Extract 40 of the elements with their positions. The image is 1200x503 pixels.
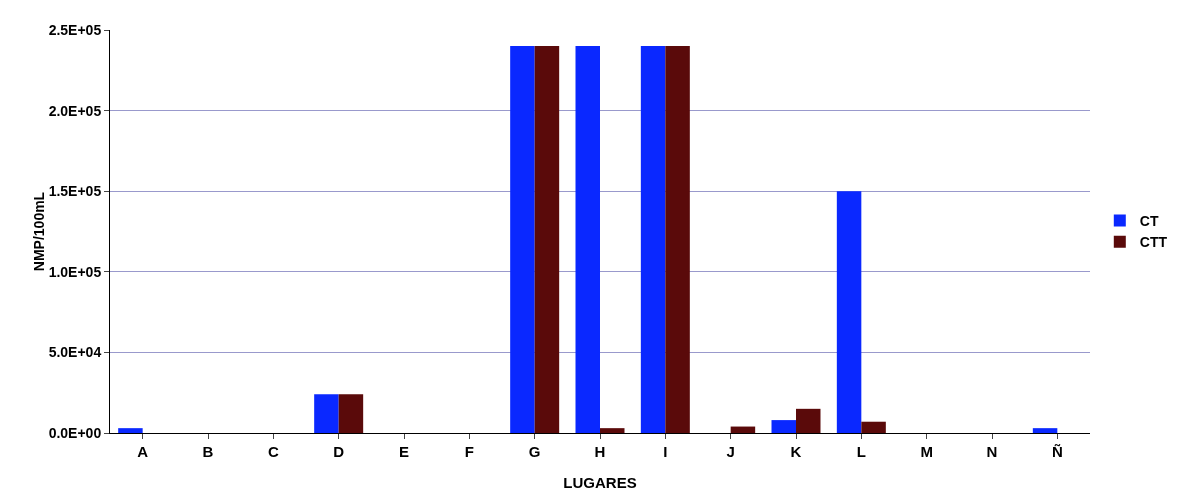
x-tick-label: A xyxy=(137,443,149,460)
bar xyxy=(575,46,600,433)
x-tick-label: G xyxy=(528,443,541,460)
bar xyxy=(640,46,666,433)
x-tick-label: C xyxy=(267,443,279,460)
x-tick-label: I xyxy=(663,443,668,460)
legend-label: CT xyxy=(1139,213,1159,230)
x-tick-label: J xyxy=(726,443,735,460)
y-tick-label: 1.5E+05 xyxy=(48,183,102,200)
y-tick-label: 2.5E+05 xyxy=(48,21,102,38)
x-tick-label: D xyxy=(333,443,345,460)
bar xyxy=(118,428,143,433)
bar xyxy=(665,46,690,433)
bar xyxy=(796,408,821,433)
x-axis-title: LUGARES xyxy=(563,474,637,491)
y-tick-label: 0.0E+00 xyxy=(48,424,102,441)
x-tick-label: H xyxy=(594,443,606,460)
bar xyxy=(338,394,364,433)
bar xyxy=(730,426,756,433)
y-tick-label: 1.0E+05 xyxy=(48,263,102,280)
bar xyxy=(510,46,535,433)
bar xyxy=(314,394,339,433)
bar xyxy=(534,46,560,433)
bar xyxy=(861,421,886,433)
bar xyxy=(1032,428,1058,433)
bar xyxy=(836,191,862,433)
x-tick-label: M xyxy=(920,443,933,460)
x-tick-label: B xyxy=(202,443,214,460)
x-tick-label: K xyxy=(790,443,802,460)
x-tick-label: F xyxy=(464,443,474,460)
y-tick-label: 2.0E+05 xyxy=(48,102,102,119)
bar xyxy=(600,428,625,433)
x-tick-label: E xyxy=(398,443,410,460)
y-tick-label: 5.0E+04 xyxy=(48,344,102,361)
bar xyxy=(771,420,796,433)
x-tick-label: L xyxy=(856,443,866,460)
legend-label: CTT xyxy=(1139,234,1168,251)
y-axis-title: NMP/100mL xyxy=(30,191,47,272)
x-tick-label: Ñ xyxy=(1051,443,1063,460)
x-tick-label: N xyxy=(986,443,998,460)
